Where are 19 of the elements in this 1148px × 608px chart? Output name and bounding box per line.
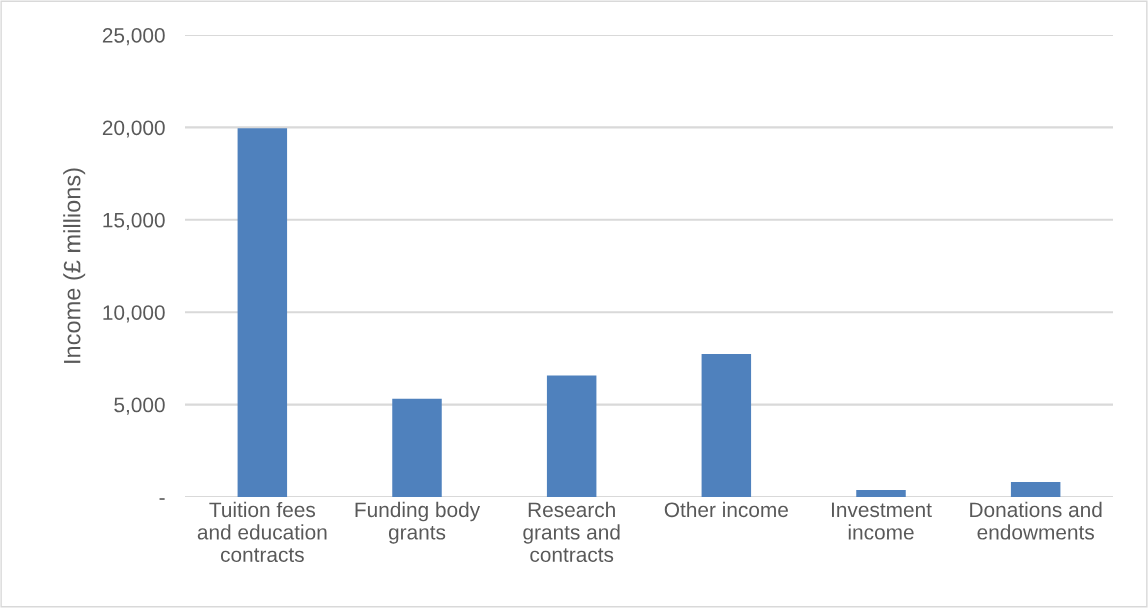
y-tick-label: 25,000 bbox=[102, 28, 165, 46]
x-tick-label: Research grants and contracts bbox=[523, 501, 620, 563]
y-tick-label: 20,000 bbox=[102, 120, 165, 138]
x-tick-label: Investment income bbox=[831, 502, 932, 540]
bar bbox=[701, 353, 752, 497]
x-tick-label: Donations and endowments bbox=[970, 501, 1102, 540]
x-tick-label: Tuition fees and education contracts bbox=[197, 501, 327, 563]
bar bbox=[1010, 482, 1061, 497]
y-axis-title: Income (£ millions) bbox=[63, 168, 86, 363]
y-tick-label: - bbox=[159, 498, 165, 500]
bar bbox=[392, 398, 442, 497]
x-tick-label: Other income bbox=[664, 501, 788, 518]
bar bbox=[856, 489, 906, 497]
x-tick-label: Funding body grants bbox=[355, 501, 481, 544]
y-tick-label: 15,000 bbox=[103, 212, 165, 231]
bar bbox=[546, 375, 597, 497]
y-tick-label: 5,000 bbox=[114, 397, 165, 415]
bar bbox=[237, 128, 288, 497]
y-tick-label: 10,000 bbox=[103, 305, 165, 323]
